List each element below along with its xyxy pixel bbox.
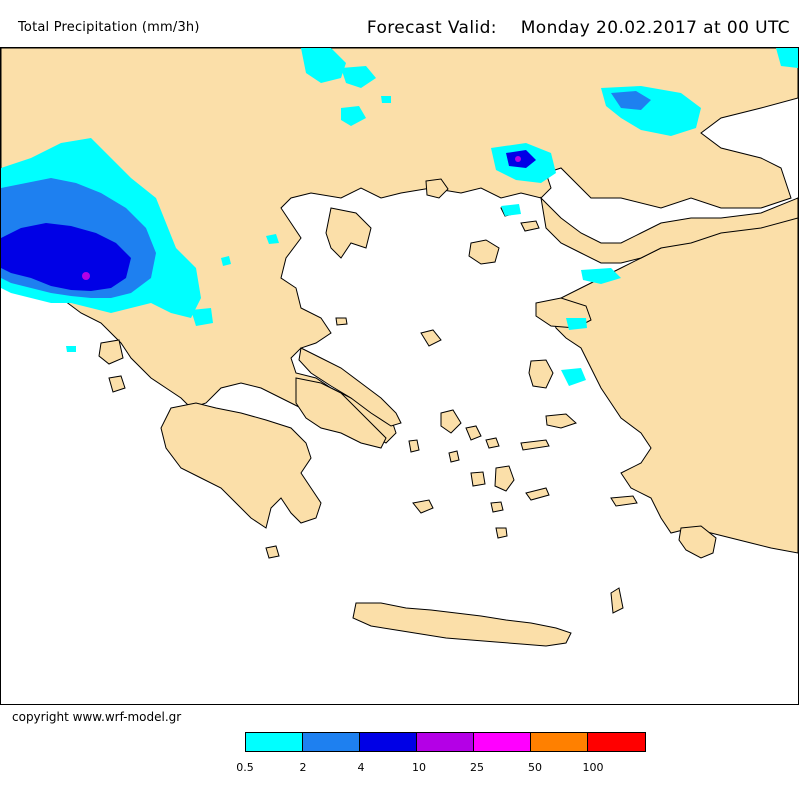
precip-west-peak bbox=[82, 272, 90, 280]
forecast-time: Monday 20.02.2017 at 00 UTC bbox=[520, 18, 790, 38]
kos bbox=[610, 495, 638, 507]
forecast-label: Forecast Valid: bbox=[366, 18, 497, 38]
precip-small-1 bbox=[266, 234, 279, 244]
precip-small-2 bbox=[191, 308, 213, 326]
naxos bbox=[494, 465, 515, 492]
legend-swatch-3 bbox=[360, 733, 417, 751]
copyright-text: copyright www.wrf-model.gr bbox=[12, 710, 182, 724]
legend-label-1: 0.5 bbox=[236, 761, 254, 774]
zakynthos bbox=[108, 375, 126, 393]
tinos bbox=[465, 425, 482, 441]
legend-label-4: 10 bbox=[412, 761, 426, 774]
precip-north-aegean bbox=[501, 204, 521, 216]
kefalonia bbox=[98, 339, 124, 365]
chios bbox=[528, 359, 554, 389]
attica bbox=[295, 377, 387, 449]
legend-swatch-5 bbox=[474, 733, 531, 751]
ikaria bbox=[520, 439, 550, 451]
legend-swatch-2 bbox=[303, 733, 360, 751]
crete bbox=[352, 602, 572, 647]
precipitation-legend bbox=[245, 732, 646, 752]
map-variable-title: Total Precipitation (mm/3h) bbox=[18, 20, 200, 35]
skyros bbox=[420, 329, 442, 347]
rhodes bbox=[678, 525, 717, 559]
legend-label-6: 50 bbox=[528, 761, 542, 774]
samos bbox=[545, 413, 577, 429]
precip-north-patch2 bbox=[341, 66, 376, 88]
precip-north-strip bbox=[301, 48, 346, 83]
land-layer bbox=[1, 48, 798, 647]
legend-swatch-6 bbox=[531, 733, 588, 751]
mainland-balkans bbox=[1, 48, 798, 444]
precip-thrace-peak bbox=[515, 156, 521, 162]
milos bbox=[412, 499, 434, 514]
precip-ne-mid bbox=[611, 91, 651, 110]
precip-samos bbox=[561, 368, 586, 386]
amorgos bbox=[525, 487, 550, 501]
lemnos bbox=[468, 239, 500, 265]
karpathos bbox=[610, 587, 624, 614]
legend-swatch-4 bbox=[417, 733, 474, 751]
syros bbox=[448, 450, 460, 463]
precip-lesbos bbox=[581, 268, 621, 284]
euboea bbox=[298, 347, 402, 427]
kea bbox=[408, 439, 420, 453]
halkidiki bbox=[325, 207, 372, 259]
precip-small-3 bbox=[221, 256, 231, 266]
mykonos bbox=[485, 437, 500, 449]
paros bbox=[470, 471, 486, 487]
andros bbox=[440, 409, 462, 434]
precip-small-5 bbox=[381, 96, 391, 103]
ios bbox=[490, 501, 504, 513]
legend-swatch-7 bbox=[588, 733, 645, 751]
precip-west-heavy bbox=[1, 223, 131, 291]
precip-small-6 bbox=[776, 48, 798, 68]
legend-swatch-1 bbox=[246, 733, 303, 751]
legend-label-5: 25 bbox=[470, 761, 484, 774]
map-canvas bbox=[1, 48, 798, 647]
forecast-valid-title: Forecast Valid: Monday 20.02.2017 at 00 … bbox=[367, 18, 790, 38]
legend-label-2: 2 bbox=[299, 761, 307, 774]
legend-label-7: 100 bbox=[582, 761, 604, 774]
thasos bbox=[425, 178, 449, 199]
thrace-coast bbox=[540, 196, 798, 264]
precip-north-patch3 bbox=[341, 106, 366, 126]
peloponnese bbox=[160, 402, 322, 529]
precip-layer bbox=[1, 48, 798, 386]
precipitation-map bbox=[0, 47, 799, 705]
kythira bbox=[265, 545, 280, 559]
legend-labels: 0.5 2 4 10 25 50 100 bbox=[0, 761, 800, 775]
precip-small-4 bbox=[66, 346, 76, 352]
santorini bbox=[495, 527, 508, 539]
precip-chios bbox=[566, 318, 587, 330]
imbros bbox=[520, 220, 540, 232]
skiathos bbox=[335, 317, 348, 326]
legend-label-3: 4 bbox=[357, 761, 365, 774]
